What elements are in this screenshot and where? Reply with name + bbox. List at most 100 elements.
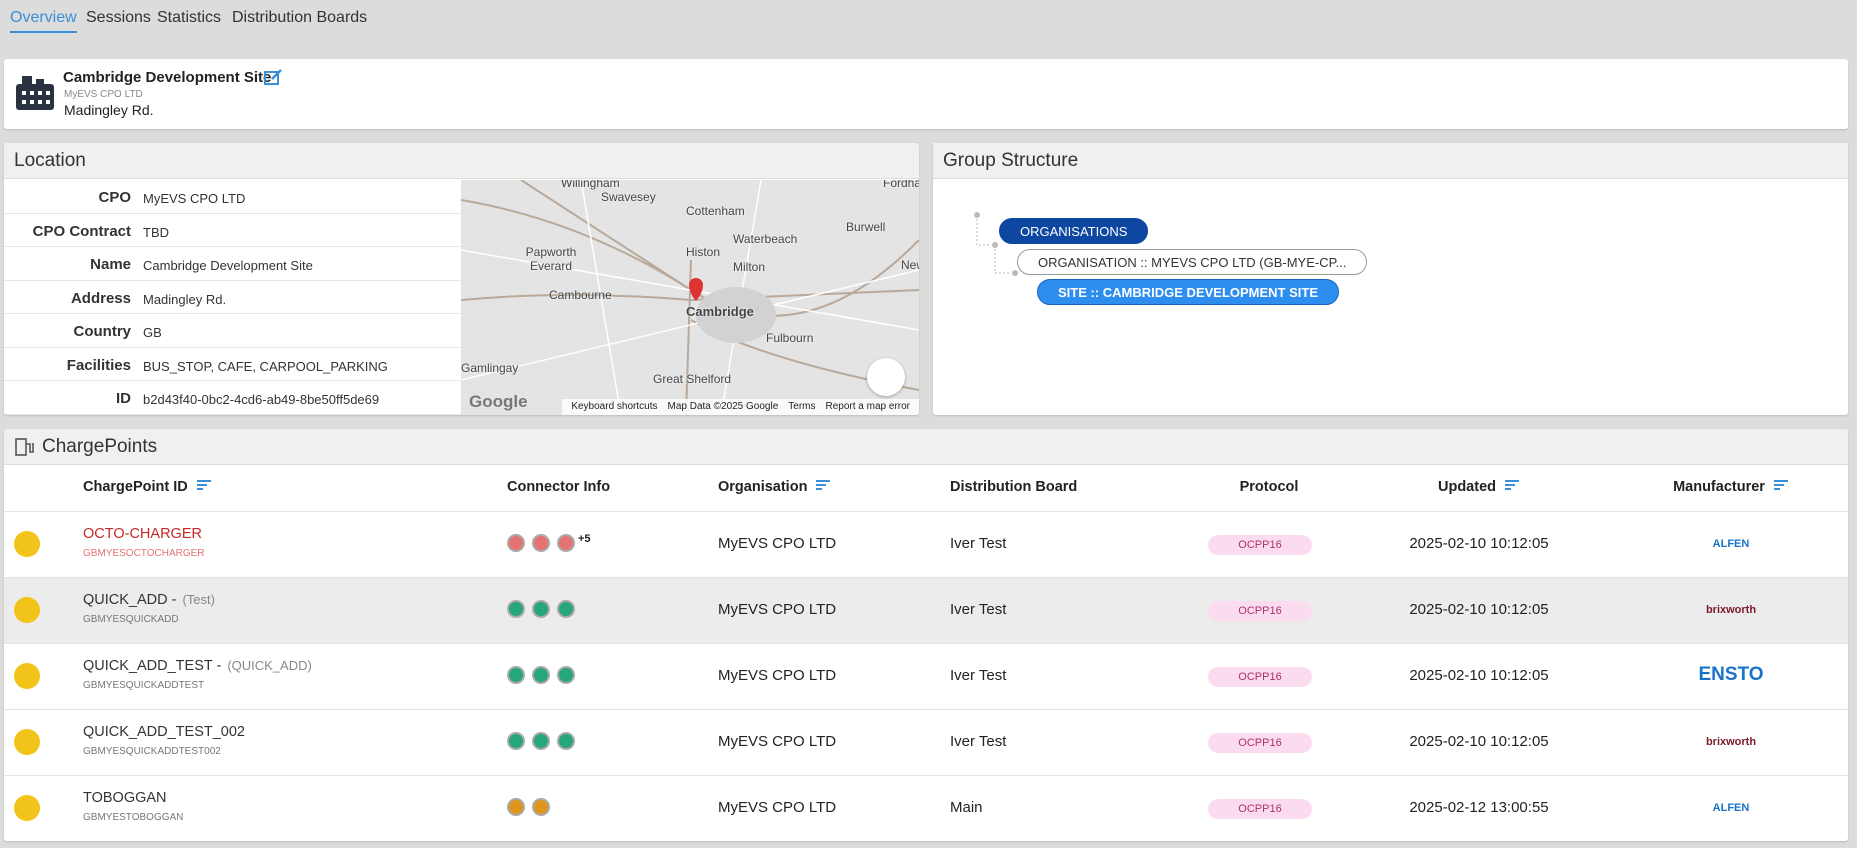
map-place: Waterbeach	[733, 232, 798, 246]
chargepoint-alias: (Test)	[182, 592, 215, 607]
map-link[interactable]: Report a map error	[825, 401, 910, 412]
updated: 2025-02-10 10:12:05	[1409, 601, 1549, 618]
manufacturer-logo: brixworth	[1705, 736, 1757, 748]
map-place: Cottenham	[686, 204, 745, 218]
protocol-badge: OCPP16	[1208, 799, 1312, 819]
field-value: Cambridge Development Site	[143, 258, 313, 273]
column-label: Organisation	[718, 479, 808, 495]
field-value: b2d43f40-0bc2-4cd6-ab49-8be50ff5de69	[143, 392, 380, 407]
map-place: Swavesey	[601, 190, 656, 204]
organisation: MyEVS CPO LTD	[718, 733, 837, 750]
tab[interactable]: Sessions	[86, 9, 151, 26]
tab[interactable]: Statistics	[157, 9, 222, 26]
connector-info	[507, 600, 582, 622]
location-row: CPO Contract TBD	[4, 214, 464, 247]
column-header[interactable]: ChargePoint ID	[83, 479, 212, 495]
map-place: New	[901, 258, 919, 272]
group-node[interactable]: ORGANISATION :: MYEVS CPO LTD (GB-MYE-CP…	[1017, 249, 1368, 275]
map-link[interactable]: Keyboard shortcuts	[571, 401, 658, 412]
field-label: Facilities	[66, 356, 131, 374]
column-header: Connector Info	[507, 479, 610, 495]
chargepoint-code: GBMYESOCTOCHARGER	[83, 548, 205, 559]
distribution-board: Main	[950, 799, 983, 816]
connector-status[interactable]	[507, 666, 525, 684]
distribution-board: Iver Test	[950, 601, 1007, 618]
column-header[interactable]: Updated	[1329, 479, 1629, 495]
table-header: ChargePoint ID Connector Info Organisation…	[4, 465, 1848, 511]
column-label: Updated	[1438, 479, 1496, 495]
tree-lines	[974, 212, 1018, 276]
connector-status[interactable]	[532, 732, 550, 750]
organisation: MyEVS CPO LTD	[718, 601, 837, 618]
connector-status[interactable]	[532, 534, 550, 552]
table-row[interactable]: OCTO-CHARGER GBMYESOCTOCHARGER +5 MyEVS CPO…	[4, 511, 1848, 577]
map-place: Burwell	[846, 220, 886, 234]
site-address: Madingley Rd.	[64, 102, 154, 118]
connector-status[interactable]	[532, 600, 550, 618]
map-link[interactable]: Map Data ©2025 Google	[667, 401, 779, 412]
site-owner: MyEVS CPO LTD	[64, 89, 143, 100]
connector-status[interactable]	[557, 534, 575, 552]
chargepoint-id: TOBOGGAN GBMYESTOBOGGAN	[83, 789, 183, 823]
connector-more: +5	[578, 533, 591, 545]
map-place: Willingham	[561, 180, 620, 190]
connector-status[interactable]	[557, 732, 575, 750]
connector-status[interactable]	[532, 666, 550, 684]
tab[interactable]: Overview	[10, 9, 77, 33]
table-row[interactable]: TOBOGGAN GBMYESTOBOGGAN MyEVS CPO LTD Main O…	[4, 775, 1848, 841]
group-node[interactable]: ORGANISATIONS	[999, 218, 1149, 244]
distribution-board: Iver Test	[950, 535, 1007, 552]
column-label: Distribution Board	[950, 479, 1078, 495]
panel-title: ChargePoints	[4, 429, 1848, 465]
edit-button[interactable]	[264, 68, 284, 86]
connector-info	[507, 798, 557, 820]
chargepoint-code: GBMYESQUICKADDTEST	[83, 680, 205, 691]
chargepoint-name: OCTO-CHARGER	[83, 526, 202, 542]
connector-status[interactable]	[557, 666, 575, 684]
connector-status[interactable]	[507, 600, 525, 618]
map-place: Histon	[686, 245, 721, 259]
field-label: CPO Contract	[32, 222, 131, 240]
connector-status[interactable]	[532, 798, 550, 816]
map[interactable]: Google Keyboard shortcuts Map Data ©2025 …	[461, 180, 919, 415]
map-link[interactable]: Terms	[788, 401, 816, 412]
fullscreen-button[interactable]	[867, 358, 905, 396]
map-place: Fulbourn	[766, 331, 814, 345]
chargepoint-id: QUICK_ADD_TEST - (QUICK_ADD) GBMYESQUICKAD…	[83, 657, 312, 691]
connector-status[interactable]	[507, 798, 525, 816]
column-label: Manufacturer	[1673, 479, 1765, 495]
sort-icon[interactable]	[815, 479, 831, 491]
column-header[interactable]: Organisation	[718, 479, 831, 495]
chargepoint-name: QUICK_ADD_TEST_002	[83, 724, 245, 740]
updated: 2025-02-10 10:12:05	[1409, 535, 1549, 552]
column-header: Protocol	[1119, 479, 1419, 495]
connector-info	[507, 666, 582, 688]
table-row[interactable]: QUICK_ADD_TEST - (QUICK_ADD) GBMYESQUICKAD…	[4, 643, 1848, 709]
connector-status[interactable]	[507, 534, 525, 552]
chargepoints-panel: ChargePoints ChargePoint ID Connector Inf…	[4, 429, 1848, 841]
table-row[interactable]: QUICK_ADD_TEST_002 GBMYESQUICKADDTEST002 M…	[4, 709, 1848, 775]
field-label: Name	[90, 256, 131, 273]
organisation: MyEVS CPO LTD	[718, 535, 837, 552]
sort-icon[interactable]	[196, 479, 212, 491]
tab[interactable]: Distribution Boards	[232, 9, 368, 26]
lock-icon	[14, 597, 40, 623]
connector-status[interactable]	[507, 732, 525, 750]
map-place: Fordham	[883, 180, 919, 190]
column-header[interactable]: Manufacturer	[1581, 479, 1848, 495]
connector-info	[507, 732, 582, 754]
field-label: ID	[116, 390, 131, 407]
organisation: MyEVS CPO LTD	[718, 799, 837, 816]
site-name: Cambridge Development Site	[63, 69, 272, 86]
map-place: Cambourne	[549, 288, 612, 302]
group-node[interactable]: SITE :: CAMBRIDGE DEVELOPMENT SITE	[1037, 279, 1340, 305]
column-label: Protocol	[1239, 479, 1299, 495]
sort-icon[interactable]	[1773, 479, 1789, 491]
chargepoint-code: GBMYESQUICKADD	[83, 614, 179, 625]
lock-icon	[14, 663, 40, 689]
connector-status[interactable]	[557, 600, 575, 618]
manufacturer-logo: ALFEN	[1712, 538, 1750, 550]
table-row[interactable]: QUICK_ADD - (Test) GBMYESQUICKADD MyEVS CPO…	[4, 577, 1848, 643]
sort-icon[interactable]	[1504, 479, 1520, 491]
